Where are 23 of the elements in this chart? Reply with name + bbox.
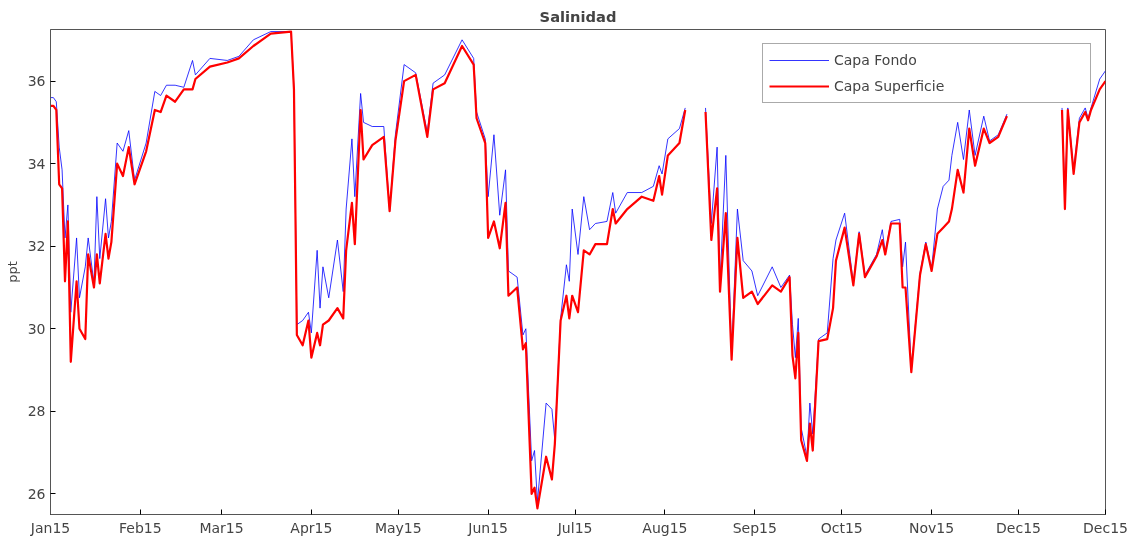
x-tick-label: Feb15 [119,519,162,536]
x-tick-label: Dec15 [1083,519,1128,536]
x-tick-label: Nov15 [909,519,955,536]
y-tick-label: 36 [27,73,46,90]
x-tick-label: May15 [374,519,422,536]
y-tick-label: 34 [27,155,46,172]
x-tick-label: Sep15 [732,519,777,536]
x-tick-label: Aug15 [642,519,688,536]
y-tick-label: 32 [27,238,46,255]
x-tick-label: Mar15 [199,519,244,536]
x-tick-label: Jun15 [467,519,509,536]
x-tick-label: Oct15 [820,519,863,536]
y-axis-title: ppt [4,261,20,283]
legend-label: Capa Fondo [834,52,918,68]
x-tick-label: Jan15 [29,519,71,536]
x-tick-label: Dec15 [996,519,1041,536]
y-tick-label: 26 [27,485,46,502]
y-tick-label: 30 [27,320,46,337]
chart-title: Salinidad [539,7,617,25]
y-tick-label: 28 [27,403,46,420]
x-tick-label: Apr15 [290,519,333,536]
legend-label: Capa Superficie [834,78,946,94]
x-tick-label: Jul15 [556,519,593,536]
